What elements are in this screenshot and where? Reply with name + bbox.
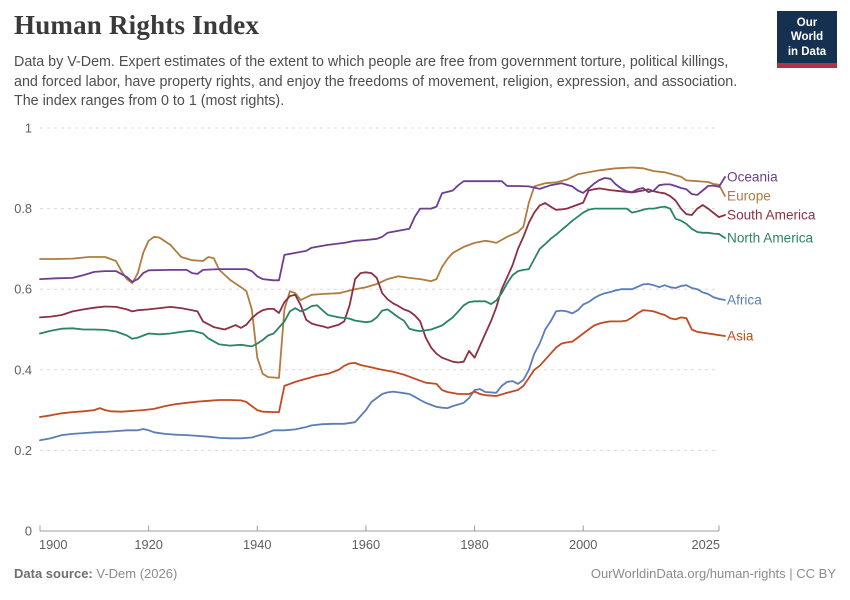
y-tick-label-0.8: 0.8 (14, 201, 32, 216)
owid-logo-line2: in Data (787, 45, 827, 58)
legend-label-africa[interactable]: Africa (727, 292, 762, 308)
y-tick-label-0: 0 (25, 524, 32, 539)
legend-connector-africa (718, 297, 726, 301)
credit-link[interactable]: OurWorldinData.org/human-rights | CC BY (590, 566, 836, 581)
y-tick-label-0.4: 0.4 (14, 362, 32, 377)
owid-logo[interactable]: Our World in Data (777, 11, 837, 69)
legend-label-south-america[interactable]: South America (727, 207, 816, 223)
x-tick-label-2025: 2025 (692, 537, 720, 552)
legend-connector-asia (718, 334, 726, 337)
series-line-asia[interactable] (39, 309, 720, 418)
x-tick-label-1920: 1920 (134, 537, 162, 552)
series-line-south-america[interactable] (39, 187, 720, 364)
owid-logo-box: Our World in Data (777, 11, 837, 64)
legend-connector-oceania (718, 176, 726, 188)
series-line-north-america[interactable] (39, 205, 720, 348)
chart-subtitle: Data by V-Dem. Expert estimates of the e… (14, 54, 738, 110)
legend-label-north-america[interactable]: North America (727, 230, 814, 246)
legend-label-oceania[interactable]: Oceania (727, 169, 778, 185)
owid-logo-line1: Our World (790, 17, 824, 44)
x-tick-label-2000: 2000 (569, 537, 597, 552)
series-line-oceania[interactable] (39, 177, 720, 283)
chart-footer: Data source: V-Dem (2026) OurWorldinData… (14, 566, 836, 581)
x-tick-label-1900: 1900 (39, 537, 67, 552)
data-source-value: V-Dem (2026) (92, 566, 178, 581)
data-source-label: Data source: (14, 566, 93, 581)
y-tick-label-1: 1 (25, 121, 32, 136)
page-title: Human Rights Index (14, 10, 260, 40)
series-line-europe[interactable] (39, 166, 720, 379)
x-tick-label-1940: 1940 (243, 537, 271, 552)
series-line-africa[interactable] (39, 283, 720, 442)
y-tick-label-0.6: 0.6 (14, 282, 32, 297)
y-tick-label-0.2: 0.2 (14, 443, 32, 458)
x-tick-label-1980: 1980 (460, 537, 488, 552)
legend-label-europe[interactable]: Europe (727, 188, 771, 204)
x-tick-label-1960: 1960 (352, 537, 380, 552)
owid-logo-red-strip (777, 63, 837, 69)
data-source-note: Data source: V-Dem (2026) (14, 566, 177, 581)
legend-connector-south-america (718, 214, 726, 218)
legend-connector-north-america (718, 233, 726, 239)
legend-label-asia[interactable]: Asia (727, 328, 754, 344)
